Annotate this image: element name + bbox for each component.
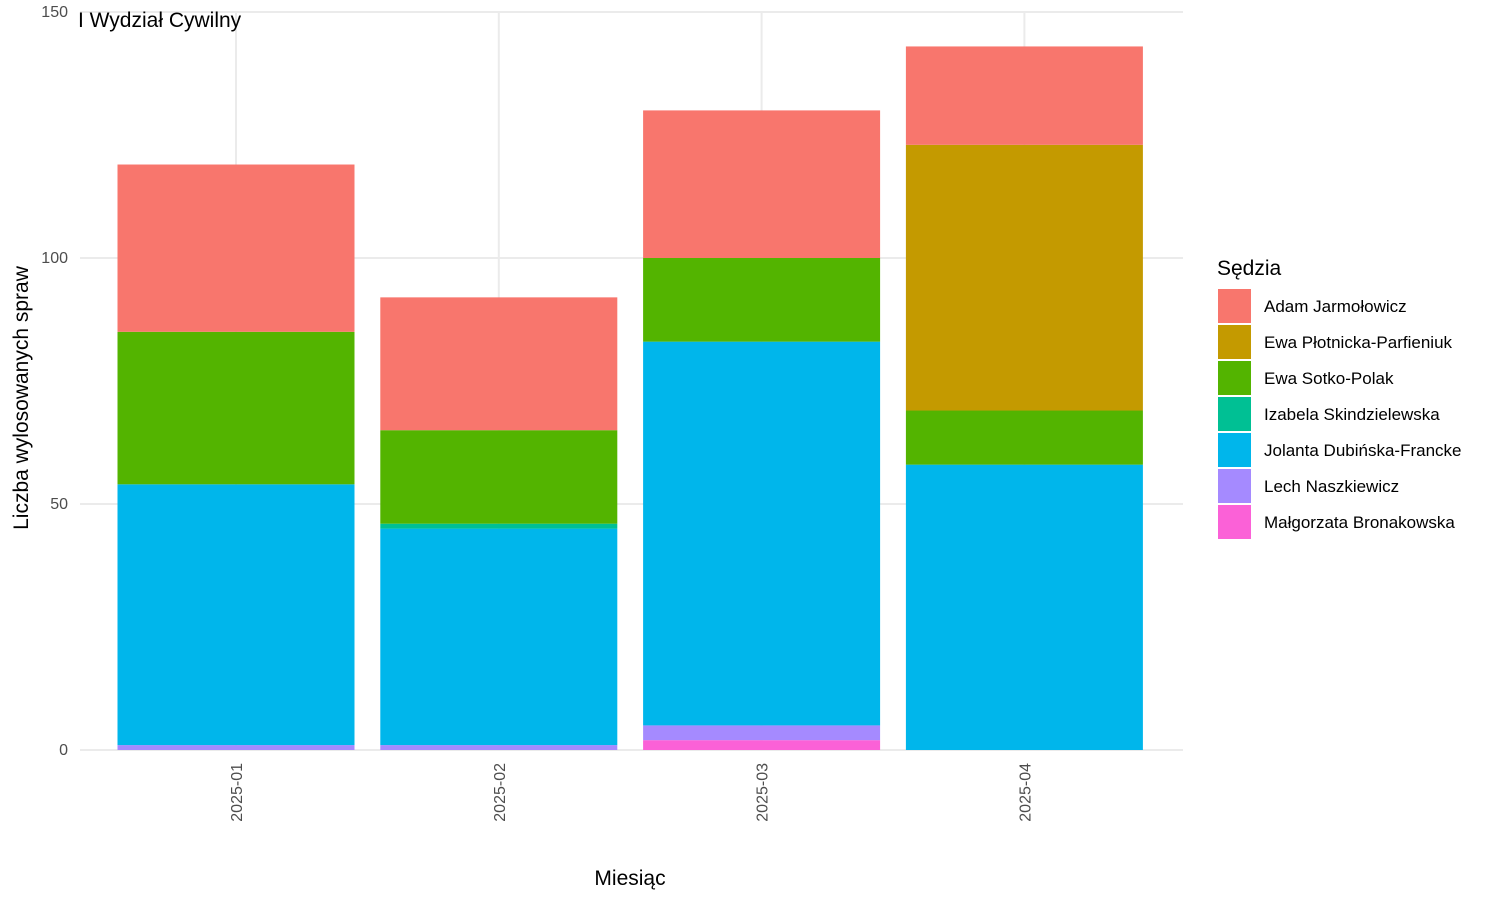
- legend-key: [1218, 289, 1251, 323]
- bar-segment: [380, 430, 618, 524]
- x-axis-ticks: 2025-01 2025-02 2025-03 2025-04: [229, 763, 1034, 822]
- y-axis-ticks: 0 50 100 150: [41, 4, 68, 759]
- legend-label: Małgorzata Bronakowska: [1264, 513, 1455, 532]
- legend-key: [1218, 397, 1251, 431]
- bar-segment: [380, 745, 618, 750]
- legend-key: [1218, 325, 1251, 359]
- bar-segment: [905, 410, 1143, 465]
- legend-key: [1218, 469, 1251, 503]
- legend-key: [1218, 433, 1251, 467]
- x-tick-label: 2025-04: [1017, 763, 1034, 822]
- bar-segment: [643, 740, 881, 750]
- x-tick-label: 2025-03: [755, 763, 772, 822]
- legend-label: Izabela Skindzielewska: [1264, 405, 1440, 424]
- bar-segment: [117, 331, 355, 485]
- y-tick-label: 100: [41, 250, 68, 267]
- x-tick-label: 2025-02: [492, 763, 509, 822]
- bar-segment: [117, 164, 355, 332]
- y-tick-label: 50: [50, 496, 68, 513]
- bar-segment: [905, 144, 1143, 411]
- bar-segment: [380, 528, 618, 746]
- legend-label: Lech Naszkiewicz: [1264, 477, 1399, 496]
- bar-segment: [905, 46, 1143, 145]
- legend-label: Jolanta Dubińska-Francke: [1264, 441, 1461, 460]
- bar-segment: [643, 258, 881, 342]
- legend-label: Adam Jarmołowicz: [1264, 297, 1407, 316]
- bar-segment: [643, 725, 881, 741]
- x-tick-label: 2025-01: [229, 763, 246, 822]
- bar-segment: [905, 464, 1143, 750]
- y-tick-label: 150: [41, 4, 68, 21]
- legend-items: Adam Jarmołowicz Ewa Płotnicka-Parfieniuk…: [1218, 289, 1461, 539]
- legend-key: [1218, 361, 1251, 395]
- bar-segment: [117, 484, 355, 746]
- bar-segment: [380, 297, 618, 431]
- bar-segment: [380, 523, 618, 529]
- legend: Sędzia Adam Jarmołowicz Ewa Płotnicka-Par…: [1217, 257, 1461, 539]
- chart-title: I Wydział Cywilny: [78, 9, 242, 32]
- y-tick-label: 0: [59, 742, 68, 759]
- legend-label: Ewa Sotko-Polak: [1264, 369, 1394, 388]
- bar-segment: [643, 341, 881, 726]
- bar-segment: [117, 745, 355, 750]
- legend-key: [1218, 505, 1251, 539]
- x-axis-title: Miesiąc: [594, 867, 665, 890]
- y-axis-title: Liczba wylosowanych spraw: [10, 265, 33, 530]
- legend-label: Ewa Płotnicka-Parfieniuk: [1264, 333, 1453, 352]
- legend-title: Sędzia: [1217, 257, 1282, 280]
- bar-segment: [643, 110, 881, 259]
- bars: [117, 46, 1143, 750]
